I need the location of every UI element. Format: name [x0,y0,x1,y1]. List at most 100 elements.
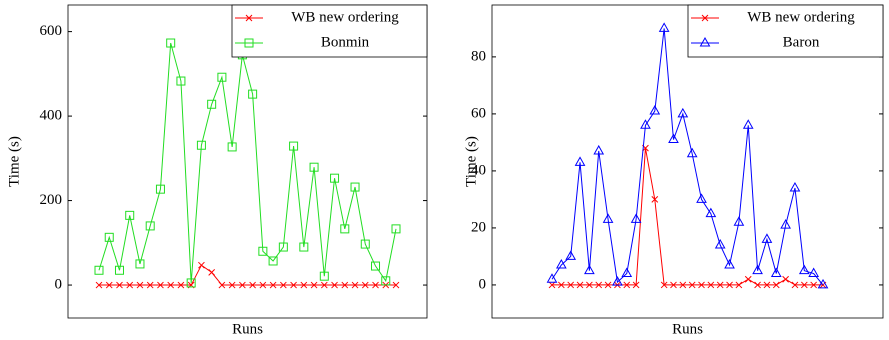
marker [145,221,155,231]
marker [733,216,745,226]
series [95,261,400,289]
marker [791,281,799,289]
marker [269,281,277,289]
marker [660,281,668,289]
marker [810,281,818,289]
marker [340,224,350,234]
marker [207,99,217,109]
marker [331,281,338,289]
y-tick-label: 80 [471,48,486,64]
series [546,22,829,289]
marker [763,281,771,289]
marker [217,72,227,82]
marker [714,239,726,249]
marker [94,265,104,275]
marker [186,278,196,288]
marker [136,281,144,289]
marker [176,76,186,86]
marker [351,281,359,289]
legend-label: Bonmin [321,34,370,50]
marker [248,89,258,99]
marker [155,184,165,194]
marker [651,196,659,203]
marker [310,281,318,289]
marker [299,242,309,252]
marker [602,213,614,223]
marker [330,173,340,183]
y-tick-label: 200 [40,192,63,208]
marker [770,267,782,278]
marker [392,281,400,289]
series-line [552,148,823,286]
marker [114,265,124,275]
marker [116,281,123,289]
series [94,38,401,288]
marker [244,38,254,48]
marker [279,281,287,289]
marker [677,107,689,118]
y-tick-label: 600 [40,23,63,39]
y-axis-label: Time (s) [6,136,22,187]
marker [208,269,216,276]
marker [245,14,253,22]
marker [574,156,586,166]
marker [808,267,820,278]
marker [227,142,237,152]
marker [341,281,349,289]
marker [126,281,134,289]
plot-frame [491,4,884,319]
series-line [551,28,824,286]
marker [604,281,612,289]
marker [350,182,360,192]
marker [726,281,733,289]
marker [623,281,631,289]
marker [555,258,567,269]
marker [371,261,381,271]
x-axis-label: Runs [672,321,703,337]
marker [167,281,175,289]
marker [300,281,308,289]
marker [670,281,677,289]
y-tick-label: 0 [55,276,63,292]
marker [95,281,103,289]
marker [259,281,267,289]
marker [157,281,164,289]
marker [548,281,556,289]
y-tick-label: 40 [471,162,486,178]
marker [632,281,640,289]
marker [381,276,391,286]
marker [218,281,226,289]
marker [742,119,754,129]
marker [584,264,595,275]
marker [196,140,206,150]
marker [630,213,642,223]
marker [686,147,698,158]
marker [105,281,113,289]
marker [177,281,185,289]
legend-box [231,4,428,58]
marker [567,281,575,289]
marker [688,281,696,289]
marker [586,281,593,289]
marker [621,267,633,278]
marker [752,264,763,275]
marker [782,275,789,283]
marker [789,181,801,192]
marker [696,193,707,203]
marker [707,281,715,289]
marker [258,246,268,256]
marker [166,38,176,48]
marker [658,22,670,32]
marker [640,119,651,129]
marker [198,261,205,269]
marker [278,242,288,252]
marker [593,144,605,155]
marker [557,281,565,289]
marker [146,281,154,289]
marker [668,133,679,144]
marker [268,256,278,266]
marker [724,258,735,269]
marker [576,281,584,289]
marker [595,281,603,289]
